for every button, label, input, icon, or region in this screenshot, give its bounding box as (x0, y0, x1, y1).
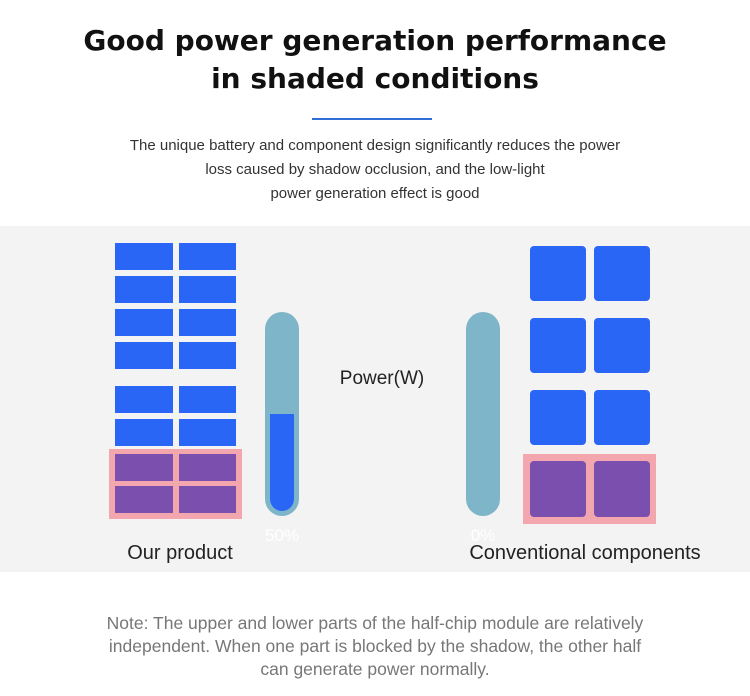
shaded-full-cell (594, 461, 650, 517)
full-cell (594, 246, 650, 301)
right-module-label: Conventional components (469, 542, 701, 564)
left-power-fill (270, 414, 294, 511)
page-title: Good power generation performance in sha… (0, 22, 750, 98)
half-cell (115, 419, 173, 446)
shaded-half-cell (179, 454, 236, 481)
left-power-percent: 50% (264, 526, 300, 545)
right-power-gauge (466, 312, 500, 516)
full-cell (594, 318, 650, 373)
half-cell (179, 276, 236, 303)
shaded-half-cell (115, 454, 173, 481)
half-cell (115, 309, 173, 336)
half-cell (179, 342, 236, 369)
left-power-gauge (265, 312, 299, 516)
note-line-3: can generate power normally. (260, 659, 490, 679)
title-line-1: Good power generation performance (83, 24, 667, 57)
note-line-1: Note: The upper and lower parts of the h… (106, 613, 644, 633)
half-cell (179, 309, 236, 336)
full-cell (594, 390, 650, 445)
full-cell (530, 246, 586, 301)
power-label: Power(W) (339, 368, 425, 389)
full-cell (530, 318, 586, 373)
title-divider (312, 118, 432, 120)
note-line-2: independent. When one part is blocked by… (108, 636, 642, 656)
right-power-percent: 0% (470, 526, 496, 545)
footnote: Note: The upper and lower parts of the h… (60, 612, 690, 681)
half-cell (115, 386, 173, 413)
half-cell (179, 386, 236, 413)
shaded-half-cell (179, 486, 236, 513)
subtitle-line-3: power generation effect is good (270, 185, 480, 202)
half-cell (179, 419, 236, 446)
full-cell (530, 390, 586, 445)
subtitle: The unique battery and component design … (80, 134, 670, 206)
shaded-half-cell (115, 486, 173, 513)
title-line-2: in shaded conditions (211, 62, 539, 95)
half-cell (115, 342, 173, 369)
subtitle-line-2: loss caused by shadow occlusion, and the… (205, 161, 545, 178)
half-cell (115, 276, 173, 303)
half-cell (179, 243, 236, 270)
shaded-full-cell (530, 461, 586, 517)
half-cell (115, 243, 173, 270)
subtitle-line-1: The unique battery and component design … (129, 137, 621, 154)
left-module-label: Our product (127, 542, 233, 564)
